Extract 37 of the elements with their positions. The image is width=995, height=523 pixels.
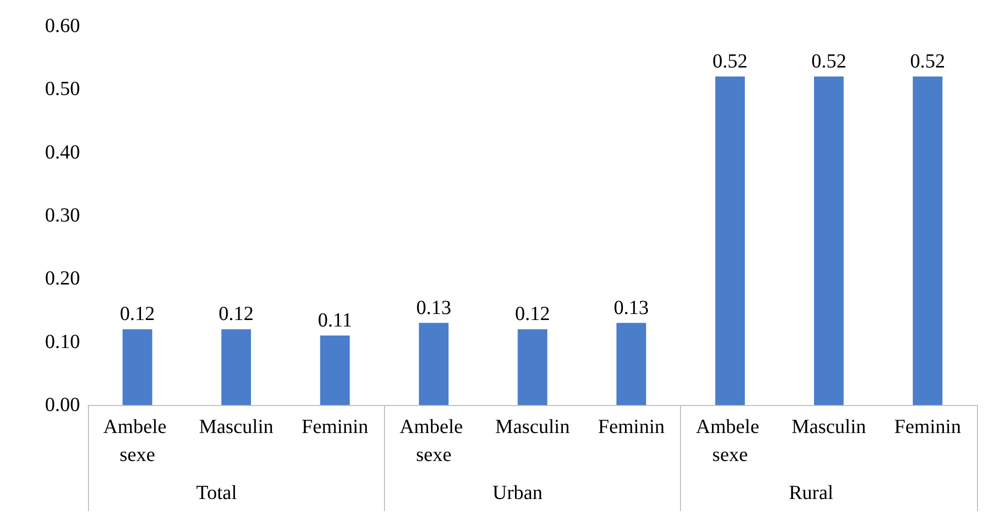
text: Rural: [788, 482, 834, 504]
x-tick-label: Masculin: [495, 416, 570, 438]
y-tick-label: 0.00: [45, 394, 80, 416]
data-label: 0.52: [811, 50, 846, 73]
bar: [715, 76, 745, 405]
bar: [912, 76, 942, 405]
x-tick-label: Feminin: [302, 416, 368, 438]
x-tick-label: Feminin: [598, 416, 665, 438]
bar: [814, 76, 844, 405]
data-label: 0.12: [515, 303, 550, 326]
x-tick-label: Masculin: [198, 416, 274, 438]
data-label: 0.11: [318, 310, 352, 332]
y-tick-label: 0.20: [45, 268, 80, 290]
y-tick-label: 0.50: [45, 78, 80, 100]
bar: [418, 322, 449, 405]
bar: [518, 329, 548, 405]
bar: [616, 322, 646, 405]
x-tick-label: Ambele sexe: [103, 416, 172, 466]
data-label: 0.13: [416, 296, 452, 319]
x-tick-label: Ambele sexe: [696, 416, 764, 466]
y-tick-label: 0.60: [45, 15, 80, 37]
y-tick-label: 0.10: [45, 330, 80, 353]
data-label: 0.52: [910, 50, 946, 73]
data-label: 0.12: [218, 303, 254, 326]
x-tick-label: Masculin: [792, 416, 866, 438]
data-label: 0.12: [120, 303, 155, 326]
bar: [122, 329, 152, 405]
y-tick-label: 0.40: [45, 141, 80, 164]
text: Total: [196, 482, 238, 504]
y-tick-label: 0.30: [45, 204, 80, 226]
bar: [221, 329, 251, 405]
data-label: 0.13: [614, 296, 649, 319]
data-label: 0.52: [712, 50, 748, 73]
x-tick-label: Ambele sexe: [400, 416, 468, 466]
x-tick-label: Feminin: [894, 416, 961, 438]
text: Urban: [492, 482, 542, 504]
bar: [320, 336, 350, 405]
